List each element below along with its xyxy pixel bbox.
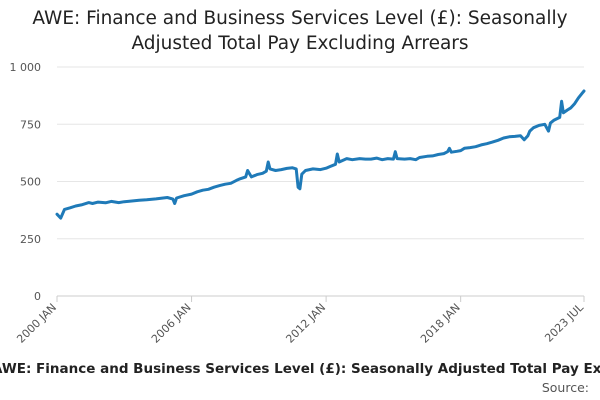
y-tick-label: 1 000 — [10, 61, 42, 74]
x-tick-label: 2023 JUL — [542, 300, 586, 344]
gridlines — [57, 66, 584, 297]
series-line — [55, 89, 586, 220]
footer-source: Source: — [541, 380, 589, 395]
chart-footer: AWE: Finance and Business Services Level… — [0, 358, 600, 398]
x-tick-label: 2006 JAN — [149, 301, 194, 346]
series-group — [55, 89, 586, 220]
y-tick-label: 250 — [20, 233, 41, 246]
x-axis: 2000 JAN 2006 JAN 2012 JAN 2018 JAN 2023 JUL — [14, 296, 587, 346]
footer-title: AWE: Finance and Business Services Level… — [0, 361, 600, 377]
y-tick-label: 0 — [34, 290, 41, 303]
x-tick-label: 2018 JAN — [418, 301, 463, 346]
x-tick-label: 2012 JAN — [283, 301, 328, 346]
y-tick-label: 750 — [20, 118, 41, 131]
chart-title: AWE: Finance and Business Services Level… — [32, 8, 568, 54]
y-tick-label: 500 — [20, 176, 41, 189]
y-axis-ticks: 0 250 500 750 1 000 — [10, 61, 42, 303]
x-tick-label: 2000 JAN — [14, 301, 59, 346]
